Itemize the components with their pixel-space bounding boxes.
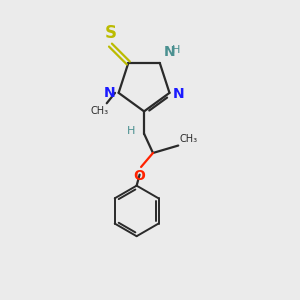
Text: CH₃: CH₃ xyxy=(90,106,108,116)
Text: N: N xyxy=(173,87,185,101)
Text: N: N xyxy=(164,44,175,58)
Text: S: S xyxy=(104,23,116,41)
Text: N: N xyxy=(103,86,115,100)
Text: H: H xyxy=(128,126,136,136)
Text: H: H xyxy=(172,45,181,55)
Text: CH₃: CH₃ xyxy=(180,134,198,144)
Text: O: O xyxy=(134,169,146,183)
